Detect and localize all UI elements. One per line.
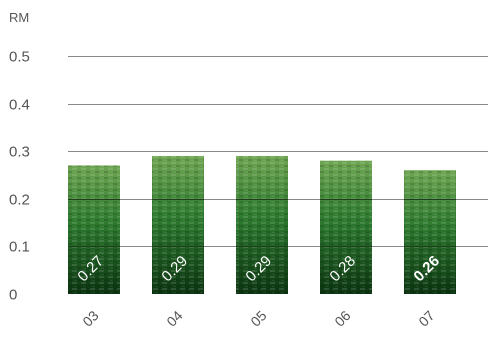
x-tick-label: 03 (79, 307, 101, 329)
bar (320, 160, 372, 294)
bar-texture (236, 155, 288, 294)
y-tick-label: 0.3 (9, 144, 30, 161)
y-tick-label: 0.1 (9, 239, 30, 256)
unit-label: RM (9, 10, 29, 25)
bar (404, 170, 456, 294)
bar (68, 165, 120, 294)
x-tick-label: 07 (415, 307, 437, 329)
x-tick-label: 04 (163, 307, 185, 329)
y-tick-label: 0.4 (9, 97, 30, 114)
y-tick-label: 0.5 (9, 49, 30, 66)
bar (152, 155, 204, 294)
y-tick-label: 0.2 (9, 192, 30, 209)
bar-texture (152, 155, 204, 294)
y-tick-label: 0 (9, 287, 17, 304)
bar-texture (320, 160, 372, 294)
bar-texture (404, 170, 456, 294)
bar-texture (68, 165, 120, 294)
x-tick-label: 05 (247, 307, 269, 329)
x-tick-label: 06 (331, 307, 353, 329)
bar (236, 155, 288, 294)
